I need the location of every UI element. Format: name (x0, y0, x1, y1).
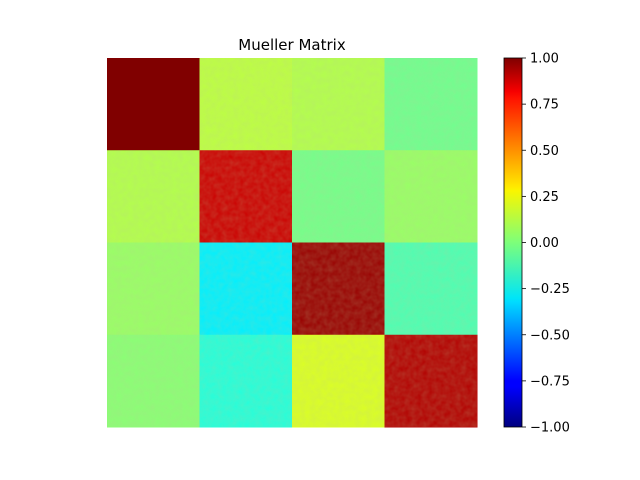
cell-texture-2-3 (384, 242, 477, 335)
cell-texture-0-2 (292, 58, 385, 151)
colorbar-tick-label: 0.25 (530, 190, 559, 205)
colorbar-tick-label: 0.00 (530, 236, 559, 251)
cell-texture-1-2 (292, 150, 385, 243)
colorbar-gradient (503, 57, 523, 428)
cell-texture-3-2 (292, 334, 385, 427)
colorbar-tick-label: 0.50 (530, 144, 559, 159)
colorbar-tick-label: −1.00 (530, 421, 570, 436)
colorbar-tick-label: 1.00 (530, 52, 559, 67)
cell-texture-0-1 (199, 58, 292, 151)
heatmap-texture (107, 58, 477, 427)
chart-title: Mueller Matrix (238, 36, 346, 54)
colorbar: 1.00 0.75 0.50 0.25 0.00 −0.25 −0.50 −0.75 −1.00 (503, 52, 570, 436)
heatmap-cell-0-0 (107, 58, 200, 151)
cell-texture-3-3 (384, 334, 477, 427)
cell-texture-2-1 (199, 242, 292, 335)
cell-texture-0-3 (384, 58, 477, 151)
cell-texture-2-2 (292, 242, 385, 335)
colorbar-tick-label: −0.75 (530, 374, 570, 389)
cell-texture-1-1 (199, 150, 292, 243)
colorbar-ticks: 1.00 0.75 0.50 0.25 0.00 −0.25 −0.50 −0.75 −1.00 (522, 52, 570, 436)
colorbar-tick-label: −0.50 (530, 328, 570, 343)
cell-texture-3-0 (107, 334, 200, 427)
colorbar-tick-label: −0.25 (530, 282, 570, 297)
cell-texture-1-0 (107, 150, 200, 243)
colorbar-tick-label: 0.75 (530, 98, 559, 113)
cell-texture-3-1 (199, 334, 292, 427)
cell-texture-2-0 (107, 242, 200, 335)
cell-texture-1-3 (384, 150, 477, 243)
